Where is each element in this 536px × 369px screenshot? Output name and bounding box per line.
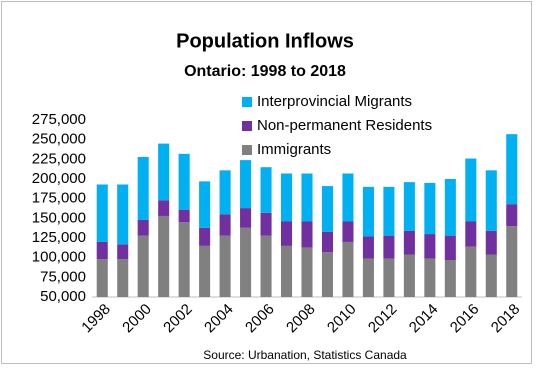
bar-segment	[240, 208, 252, 228]
bar-segment	[424, 234, 436, 259]
bar-segment	[465, 246, 477, 297]
bar-segment	[383, 186, 395, 236]
bar-segment	[117, 259, 129, 297]
bar-segment	[199, 227, 211, 246]
bar-segment	[260, 235, 272, 297]
y-tick-label: 100,000	[32, 249, 86, 266]
bar-segment	[96, 259, 108, 297]
bar-segment	[137, 156, 149, 220]
bar-segment	[219, 214, 231, 236]
bar-segment	[342, 173, 354, 222]
bar-segment	[158, 215, 170, 297]
bar-segment	[321, 252, 334, 297]
y-tick-label: 250,000	[32, 131, 86, 148]
bar-segment	[465, 158, 477, 222]
bar-segment	[403, 182, 415, 231]
y-tick-label: 225,000	[32, 150, 86, 167]
bar-segment	[444, 235, 456, 261]
bar-segment	[444, 179, 456, 236]
bar-segment	[260, 167, 272, 213]
y-tick-label: 50,000	[40, 288, 86, 305]
legend-label: Immigrants	[257, 141, 331, 158]
bar-segment	[362, 186, 374, 237]
bar-segment	[424, 258, 436, 297]
bar-segment	[342, 221, 354, 242]
bar-segment	[219, 170, 231, 215]
bar-segment	[240, 227, 252, 297]
bar-segment	[301, 173, 313, 222]
bar-segment	[383, 258, 395, 297]
source-note: Source: Urbanation, Statistics Canada	[203, 348, 407, 362]
bar-segment	[362, 258, 374, 297]
y-tick-label: 75,000	[40, 268, 86, 285]
bar-segment	[96, 184, 108, 242]
legend-label: Non-permanent Residents	[257, 117, 432, 134]
y-tick-label: 200,000	[32, 170, 86, 187]
bar-segment	[301, 247, 313, 297]
bar-segment	[362, 236, 374, 259]
bar-segment	[280, 173, 293, 222]
bar-segment	[444, 260, 456, 297]
bar-segment	[158, 143, 170, 201]
bar-segment	[485, 230, 497, 255]
bar-segment	[117, 184, 129, 245]
bar-segment	[96, 241, 108, 260]
bar-segment	[403, 230, 415, 255]
legend-label: Interprovincial Migrants	[257, 93, 412, 110]
bar-segment	[137, 235, 149, 297]
bar-segment	[424, 182, 436, 235]
bar-segment	[158, 200, 170, 216]
legend-swatch	[242, 121, 252, 131]
y-tick-label: 125,000	[32, 229, 86, 246]
y-tick-label: 175,000	[32, 190, 86, 207]
bar-segment	[117, 244, 129, 260]
bar-segment	[178, 222, 190, 297]
bar-segment	[321, 231, 334, 253]
legend-swatch	[242, 97, 252, 107]
bar-segment	[280, 221, 293, 246]
legend-swatch	[242, 145, 252, 155]
bar-segment	[342, 241, 354, 297]
bar-segment	[137, 219, 149, 236]
bar-segment	[506, 204, 518, 227]
bar-segment	[199, 181, 211, 228]
bar-segment	[178, 209, 190, 223]
bar-segment	[403, 254, 415, 297]
bar-segment	[465, 221, 477, 247]
bar-segment	[506, 134, 518, 205]
y-tick-label: 150,000	[32, 209, 86, 226]
bar-segment	[280, 245, 293, 297]
bar-segment	[301, 221, 313, 248]
bar-segment	[506, 226, 518, 297]
bar-segment	[178, 153, 190, 210]
bar-segment	[260, 212, 272, 236]
chart-subtitle: Ontario: 1998 to 2018	[184, 63, 346, 80]
bar-segment	[485, 170, 497, 231]
bar-segment	[240, 160, 252, 209]
chart-title: Population Inflows	[176, 30, 354, 52]
bar-segment	[485, 254, 497, 297]
bar-segment	[199, 245, 211, 297]
y-tick-label: 275,000	[32, 111, 86, 128]
bar-segment	[219, 235, 231, 297]
bar-segment	[383, 235, 395, 259]
bar-segment	[321, 186, 334, 232]
